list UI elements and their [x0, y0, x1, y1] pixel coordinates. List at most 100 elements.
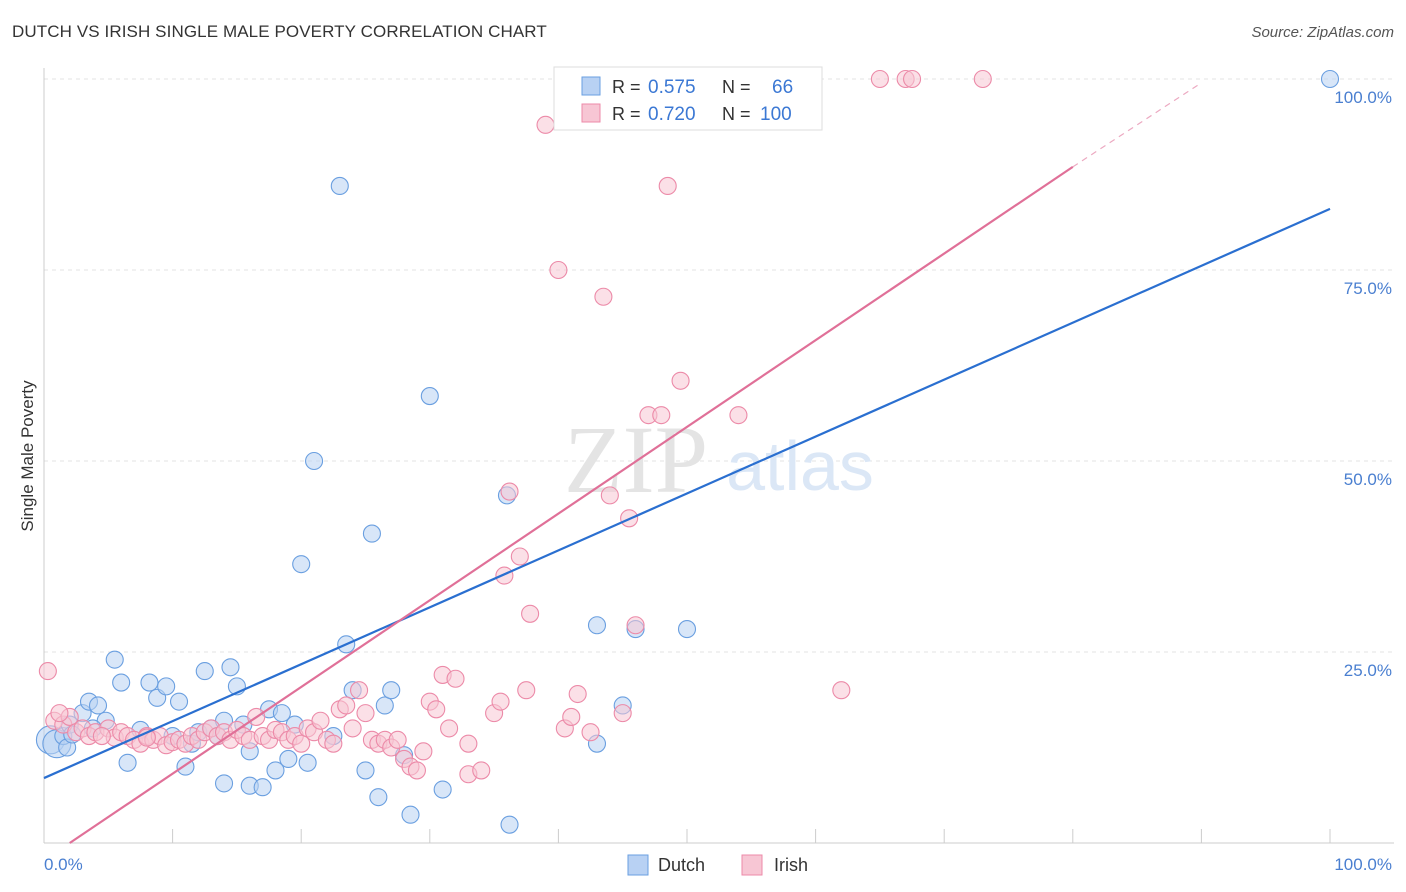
irish-point-57: [414, 742, 433, 761]
irish-point-63: [459, 734, 478, 753]
dutch-point-24: [214, 774, 234, 793]
dutch-point-33: [272, 704, 291, 723]
irish-point-70: [510, 547, 529, 566]
dutch-point-45: [369, 788, 388, 807]
dutch-point-44: [362, 524, 381, 543]
dutch-point-51: [433, 780, 452, 799]
y-tick-labels: 100.0% 75.0% 50.0% 25.0%: [1334, 88, 1392, 680]
dutch-point-32: [266, 761, 285, 780]
dutch-point-46: [375, 696, 394, 715]
dutch-point-10: [118, 753, 137, 772]
stats-legend-swatch-dutch: [581, 76, 601, 96]
irish-point-71: [517, 681, 536, 700]
irish-point-98: [92, 726, 111, 746]
dutch-point-40: [330, 176, 349, 196]
dutch-point-20: [195, 662, 214, 681]
irish-trend-extension: [1072, 82, 1202, 168]
dutch-point-36: [292, 555, 311, 574]
dutch-trend-line: [43, 207, 1331, 780]
dutch-point-62: [1320, 69, 1340, 89]
dutch-point-49: [401, 805, 420, 824]
stats-r-value-irish: 0.720: [648, 104, 696, 125]
irish-point-46: [343, 719, 362, 738]
irish-point-47: [350, 681, 369, 700]
irish-point-83: [626, 616, 645, 635]
stats-r-value-dutch: 0.575: [648, 77, 696, 98]
dutch-point-43: [356, 761, 375, 780]
dutch-point-34: [279, 749, 298, 769]
irish-point-87: [671, 371, 690, 390]
y-tick-label-50: 50.0%: [1344, 470, 1392, 489]
dutch-point-8: [105, 650, 124, 669]
irish-point-65: [472, 761, 491, 780]
y-tick-label-75: 75.0%: [1344, 279, 1392, 298]
irish-point-81: [613, 704, 632, 723]
dutch-point-6: [88, 696, 108, 715]
irish-point-95: [902, 69, 922, 89]
dutch-point-56: [587, 616, 607, 635]
irish-point-85: [652, 406, 671, 425]
stats-r-label-irish: R =: [612, 104, 641, 124]
irish-point-79: [594, 287, 613, 306]
irish-point-80: [600, 486, 619, 505]
stats-r-label-dutch: R =: [612, 77, 641, 97]
x-tick-labels: 0.0% 100.0%: [44, 855, 1392, 874]
irish-point-48: [356, 704, 375, 723]
irish-trend-line: [69, 165, 1074, 844]
irish-point-59: [427, 700, 446, 719]
irish-point-69: [500, 482, 519, 501]
legend-swatch-irish[interactable]: [741, 854, 763, 876]
dutch-point-12: [140, 673, 159, 692]
legend-swatch-dutch[interactable]: [627, 854, 649, 876]
stats-n-value-irish: 100: [760, 104, 792, 125]
irish-point-96: [973, 69, 992, 89]
irish-point-93: [870, 69, 889, 89]
legend-label-irish[interactable]: Irish: [774, 855, 808, 875]
irish-point-78: [581, 723, 600, 742]
irish-point-0: [38, 662, 57, 681]
series-legend: Dutch Irish: [627, 854, 808, 876]
irish-point-76: [562, 707, 581, 726]
irish-point-41: [311, 711, 330, 730]
y-tick-label-100: 100.0%: [1334, 88, 1392, 107]
axes: [43, 68, 1394, 844]
y-tick-label-25: 25.0%: [1344, 661, 1392, 680]
gridlines: [44, 78, 1394, 653]
x-tick-label-max: 100.0%: [1334, 855, 1392, 874]
irish-point-43: [324, 734, 343, 753]
irish-point-92: [832, 681, 851, 700]
watermark-zip: ZIP: [564, 406, 708, 513]
irish-point-67: [491, 692, 510, 711]
dutch-point-50: [420, 387, 439, 406]
trend-lines: [43, 82, 1331, 844]
stats-n-label-irish: N =: [722, 104, 751, 124]
irish-point-72: [521, 604, 540, 623]
irish-point-53: [388, 730, 407, 749]
irish-point-38: [292, 734, 311, 753]
dutch-point-37: [298, 753, 317, 772]
dutch-point-25: [221, 658, 240, 677]
stats-legend: R = 0.575 N = 66 R = 0.720 N = 100: [553, 66, 823, 131]
irish-point-74: [549, 260, 568, 280]
dutch-point-16: [169, 692, 189, 711]
stats-n-value-dutch: 66: [772, 77, 793, 98]
chart-title: DUTCH VS IRISH SINGLE MALE POVERTY CORRE…: [12, 22, 547, 41]
irish-point-86: [658, 176, 677, 196]
irish-point-56: [407, 761, 426, 780]
dutch-point-38: [305, 451, 324, 471]
stats-n-label-dutch: N =: [722, 77, 751, 97]
chart-source: Source: ZipAtlas.com: [1251, 24, 1394, 41]
legend-label-dutch[interactable]: Dutch: [658, 855, 705, 875]
irish-point-89: [729, 406, 748, 425]
x-tick-label-min: 0.0%: [44, 855, 83, 874]
irish-point-62: [446, 669, 465, 688]
x-axis-ticks: [43, 829, 1331, 843]
irish-point-45: [337, 696, 356, 715]
irish-point-68: [495, 566, 514, 585]
irish-point-73: [536, 115, 555, 134]
scatter-points: [35, 69, 1340, 834]
dutch-point-30: [253, 778, 272, 797]
irish-point-77: [568, 684, 587, 704]
dutch-point-59: [677, 620, 697, 639]
dutch-point-14: [157, 677, 176, 696]
